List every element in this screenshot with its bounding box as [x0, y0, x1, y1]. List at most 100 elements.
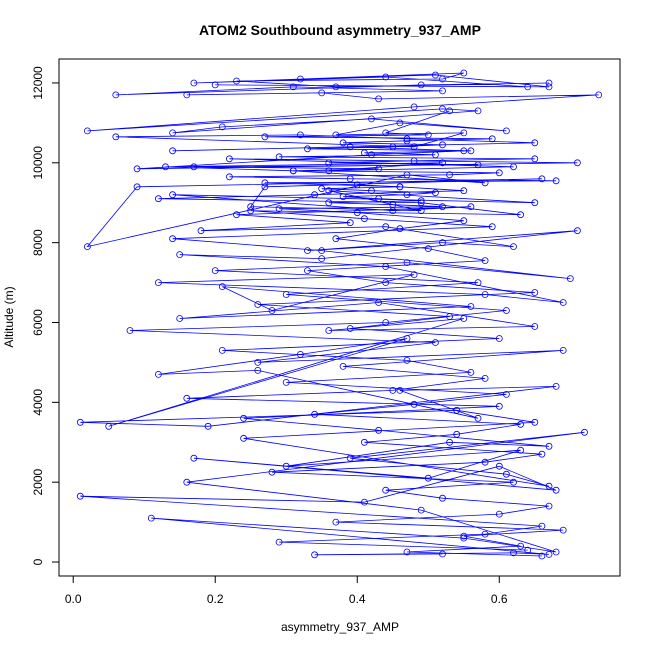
data-point: [133, 165, 141, 173]
y-tick-label: 4000: [31, 389, 45, 416]
data-point: [282, 378, 290, 386]
data-point: [169, 235, 177, 243]
data-point: [368, 115, 375, 123]
data-point: [446, 313, 454, 320]
data-point: [247, 207, 255, 215]
data-point: [502, 390, 510, 398]
data-point: [254, 366, 262, 374]
data-point: [225, 155, 233, 163]
data-point: [389, 143, 397, 151]
data-point: [304, 267, 311, 275]
data-point: [318, 255, 326, 263]
data-point: [325, 159, 333, 167]
data-point: [218, 123, 226, 131]
data-point: [453, 406, 461, 414]
y-tick-label: 2000: [31, 469, 45, 496]
data-point: [339, 139, 347, 147]
data-point: [176, 315, 184, 322]
data-point: [474, 107, 482, 115]
data-point: [304, 145, 311, 153]
series-line: [222, 184, 564, 557]
data-point: [133, 183, 141, 191]
data-point: [495, 462, 503, 470]
data-point: [410, 400, 418, 408]
data-point: [325, 327, 333, 334]
data-point: [147, 514, 155, 522]
data-point: [495, 402, 503, 410]
data-point: [353, 181, 361, 189]
data-point: [502, 307, 510, 314]
data-point: [439, 75, 446, 83]
y-tick-label: 10000: [31, 146, 45, 180]
data-point: [325, 187, 333, 195]
data-point: [275, 205, 283, 213]
data-point: [382, 129, 390, 137]
data-point: [183, 91, 191, 99]
data-point: [240, 414, 248, 422]
data-point: [510, 163, 517, 171]
data-point: [474, 279, 482, 287]
data-point: [495, 510, 503, 518]
data-point: [446, 171, 454, 179]
data-point: [261, 133, 269, 141]
data-point: [296, 75, 304, 83]
data-point: [566, 275, 574, 283]
data-point: [545, 442, 553, 450]
data-point: [531, 139, 539, 147]
data-point: [84, 243, 91, 251]
data-point: [396, 119, 404, 127]
data-point: [481, 530, 489, 538]
x-tick-label: 0.0: [65, 592, 82, 606]
data-point: [183, 394, 191, 402]
data-point: [389, 386, 397, 394]
data-point: [169, 129, 177, 137]
data-point: [84, 127, 91, 135]
data-point: [126, 327, 134, 334]
data-point: [382, 279, 390, 287]
data-point: [439, 203, 446, 211]
data-point: [467, 147, 475, 155]
data-point: [346, 143, 354, 151]
data-point: [353, 209, 361, 217]
data-point: [559, 526, 567, 534]
x-tick-label: 0.4: [349, 592, 366, 606]
data-point: [545, 502, 553, 510]
data-point: [460, 187, 468, 195]
data-point: [346, 219, 354, 227]
y-tick-label: 0: [31, 558, 45, 565]
data-point: [460, 315, 468, 322]
data-point: [346, 454, 354, 462]
data-point: [339, 362, 347, 370]
data-point: [552, 177, 560, 185]
data-point: [538, 450, 546, 458]
chart-title: ATOM2 Southbound asymmetry_937_AMP: [199, 22, 481, 38]
data-point: [495, 335, 503, 342]
data-point: [289, 83, 297, 91]
data-point: [502, 127, 510, 135]
data-point: [431, 189, 439, 197]
data-point: [268, 468, 276, 476]
data-point: [517, 446, 524, 454]
data-point: [233, 77, 240, 85]
data-point: [346, 175, 354, 183]
data-point: [375, 95, 383, 103]
data-point: [524, 83, 532, 91]
data-point: [481, 374, 489, 382]
data-point: [439, 239, 446, 247]
series-line: [80, 110, 571, 551]
data-point: [467, 203, 475, 211]
data-point: [417, 81, 425, 89]
data-point: [282, 291, 290, 298]
data-point: [332, 131, 340, 139]
data-point: [382, 319, 390, 326]
data-point: [488, 135, 496, 143]
data-point: [261, 179, 269, 187]
data-point: [510, 478, 517, 486]
data-point: [183, 478, 191, 486]
data-point: [211, 81, 219, 89]
data-point: [552, 486, 560, 494]
data-point: [531, 289, 539, 296]
data-point: [481, 458, 489, 466]
data-point: [460, 532, 468, 540]
data-point: [375, 195, 383, 203]
